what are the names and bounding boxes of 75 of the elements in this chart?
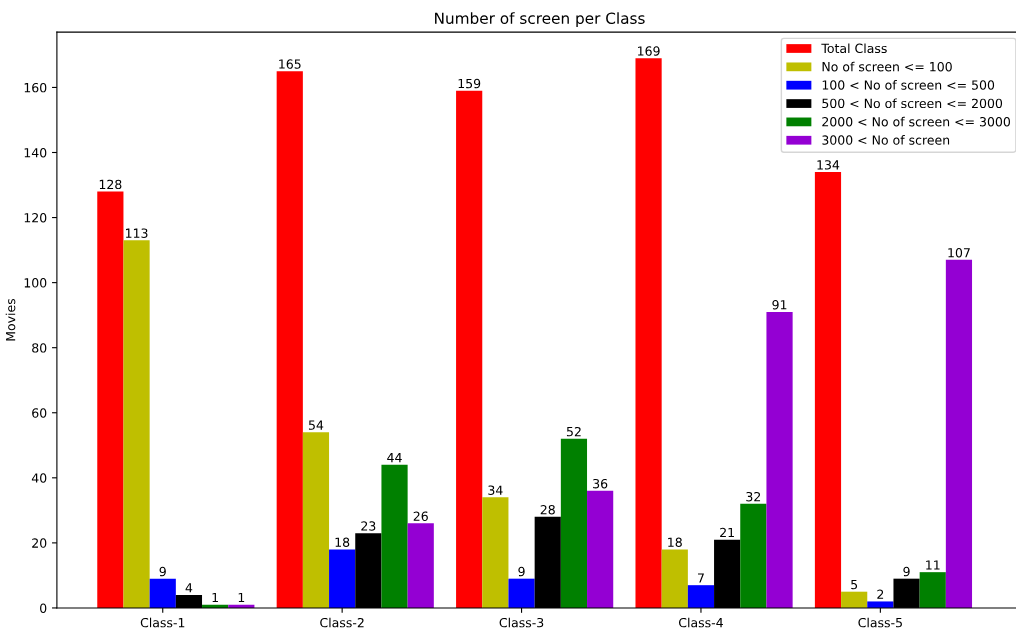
legend-label: No of screen <= 100 — [822, 61, 952, 72]
bar — [766, 311, 793, 608]
bar — [482, 497, 509, 608]
bar — [276, 71, 303, 608]
data-label: 169 — [638, 46, 660, 56]
data-label: 159 — [458, 78, 481, 89]
data-label: 107 — [948, 247, 970, 258]
bar — [329, 549, 356, 608]
bar — [123, 240, 150, 608]
data-label: 2 — [877, 589, 884, 599]
bar — [740, 503, 767, 608]
data-label: 9 — [518, 566, 525, 577]
bar — [814, 172, 842, 608]
legend-label: 3000 < No of screen — [822, 135, 950, 145]
bar — [687, 585, 715, 608]
bar — [508, 578, 535, 608]
data-label: 18 — [668, 537, 682, 547]
y-tick-label: 100 — [24, 278, 47, 288]
data-label: 11 — [926, 560, 940, 570]
bar — [149, 578, 176, 608]
bar — [867, 601, 894, 608]
data-label: 134 — [817, 160, 840, 170]
legend-label: Total Class — [821, 43, 887, 54]
bar — [407, 523, 434, 608]
data-label: 4 — [185, 583, 193, 593]
data-label: 9 — [903, 566, 910, 577]
bar — [456, 90, 483, 608]
data-label: 26 — [413, 511, 428, 521]
data-label: 9 — [159, 566, 166, 577]
data-label: 34 — [488, 485, 503, 495]
data-label: 128 — [99, 179, 122, 190]
bar — [302, 432, 330, 608]
y-tick-label: 160 — [24, 82, 47, 93]
bar — [945, 259, 973, 608]
data-label: 52 — [566, 426, 581, 437]
data-label: 36 — [593, 478, 608, 489]
data-label: 1 — [238, 592, 245, 603]
bar — [560, 438, 588, 608]
bar — [381, 464, 408, 608]
legend-label: 2000 < No of screen <= 3000 — [822, 116, 1011, 127]
data-label: 44 — [387, 453, 402, 463]
data-label: 54 — [308, 420, 324, 430]
bar — [635, 58, 662, 608]
data-label: 7 — [698, 573, 704, 583]
data-label: 23 — [361, 521, 376, 531]
bar — [919, 572, 946, 608]
chart-title: Number of screen per Class — [435, 12, 645, 27]
data-label: 165 — [279, 59, 301, 69]
y-tick-label: 120 — [24, 213, 47, 223]
data-label: 18 — [335, 537, 350, 547]
bar — [841, 591, 868, 608]
x-tick-label: Class-1 — [140, 617, 185, 628]
y-tick-label: 0 — [40, 603, 47, 613]
x-tick-label: Class-3 — [499, 617, 544, 628]
data-label: 28 — [540, 504, 555, 515]
y-tick-label: 80 — [32, 343, 47, 353]
y-tick-label: 40 — [31, 473, 47, 483]
data-label: 5 — [851, 579, 858, 590]
data-label: 91 — [772, 300, 787, 310]
y-tick-label: 20 — [32, 538, 47, 548]
y-tick-label: 60 — [32, 408, 47, 418]
data-label: 1 — [212, 592, 218, 603]
bar — [97, 191, 124, 608]
legend-label: 100 < No of screen <= 500 — [822, 80, 995, 90]
bar — [587, 490, 614, 608]
bar — [661, 549, 688, 608]
legend-label: 500 < No of screen <= 2000 — [822, 98, 1003, 109]
y-axis-title: Movies — [5, 298, 16, 341]
data-label: 21 — [720, 527, 734, 538]
x-tick-label: Class-5 — [858, 617, 902, 628]
data-label: 113 — [126, 228, 148, 238]
x-tick-label: Class-4 — [678, 617, 723, 628]
y-tick-label: 140 — [24, 147, 47, 158]
data-label: 32 — [746, 491, 761, 502]
x-tick-label: Class-2 — [320, 617, 364, 628]
